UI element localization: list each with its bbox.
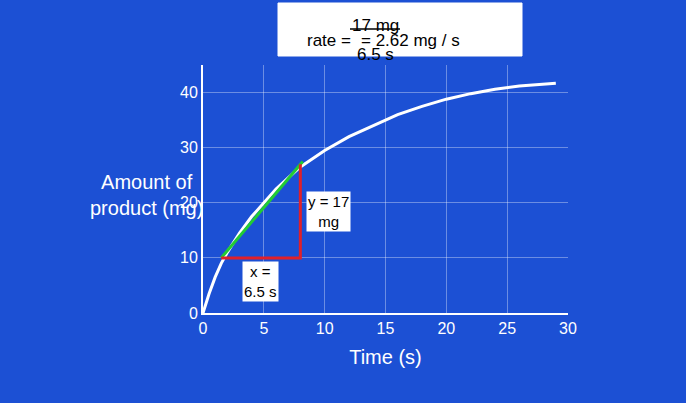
svg-text:rate =: rate = bbox=[307, 31, 351, 50]
svg-text:0: 0 bbox=[189, 305, 198, 322]
svg-text:20: 20 bbox=[437, 320, 455, 337]
svg-text:10: 10 bbox=[316, 320, 334, 337]
svg-text:30: 30 bbox=[180, 139, 198, 156]
svg-text:= 2.62 mg / s: = 2.62 mg / s bbox=[361, 31, 460, 50]
svg-text:30: 30 bbox=[559, 320, 577, 337]
svg-text:Amount ofproduct (mg): Amount ofproduct (mg) bbox=[90, 171, 203, 219]
svg-text:10: 10 bbox=[180, 249, 198, 266]
svg-text:20: 20 bbox=[180, 194, 198, 211]
svg-text:40: 40 bbox=[180, 84, 198, 101]
svg-text:17 mg: 17 mg bbox=[352, 16, 399, 35]
svg-text:6.5 s: 6.5 s bbox=[357, 45, 394, 64]
svg-text:15: 15 bbox=[377, 320, 395, 337]
svg-text:x =6.5 s: x =6.5 s bbox=[244, 263, 277, 300]
svg-text:Time (s): Time (s) bbox=[349, 346, 422, 368]
svg-text:0: 0 bbox=[199, 320, 208, 337]
svg-text:y = 17mg: y = 17mg bbox=[308, 193, 349, 230]
svg-text:25: 25 bbox=[498, 320, 516, 337]
svg-text:5: 5 bbox=[259, 320, 268, 337]
